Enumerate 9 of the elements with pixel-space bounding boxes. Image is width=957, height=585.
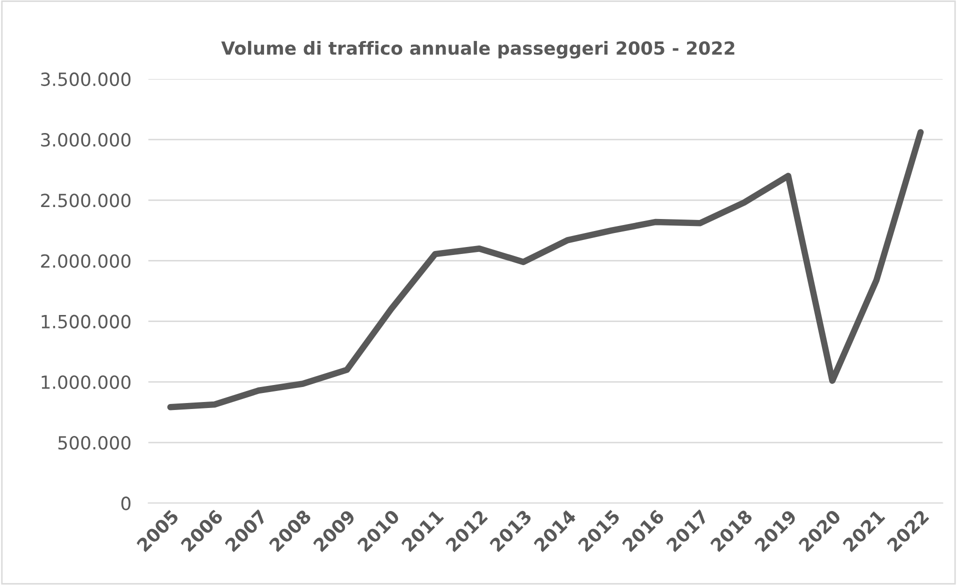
y-tick-label: 500.000 [58,436,130,450]
y-tick-label: 1.000.000 [42,375,130,390]
y-tick-label: 3.500.000 [41,72,130,86]
y-tick-label: 2.500.000 [41,194,130,208]
y-tick-label: 2.000.000 [41,254,130,268]
y-tick-label: 0 [121,496,130,510]
y-tick-label: 1.500.000 [42,314,130,328]
y-tick-label: 3.000.000 [41,133,130,147]
chart-title: Volume di traffico annuale passeggeri 2005 - 2022 [221,40,734,59]
